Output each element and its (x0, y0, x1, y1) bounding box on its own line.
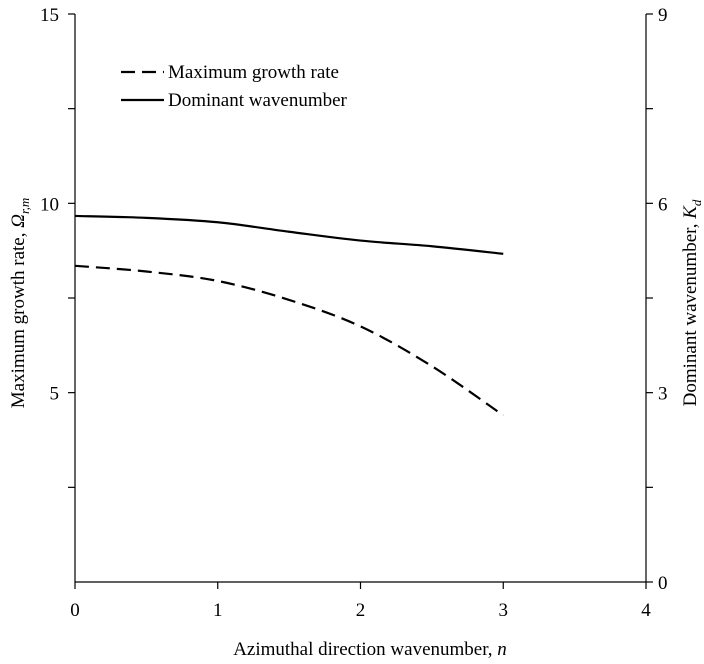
x-tick-label: 4 (641, 600, 651, 621)
x-tick-label: 0 (70, 600, 80, 621)
legend-label-dominant-wavenumber: Dominant wavenumber (168, 90, 348, 111)
x-tick-label: 3 (499, 600, 509, 621)
legend-label-maximum-growth-rate: Maximum growth rate (168, 62, 339, 83)
y-left-tick-label: 5 (50, 384, 60, 405)
y-right-tick-label: 0 (658, 573, 668, 594)
y-right-tick-label: 3 (658, 384, 668, 405)
left-axis-title: Maximum growth rate, Ωr,m (8, 198, 32, 408)
y-right-tick-label: 6 (658, 194, 668, 215)
series-line-dominant-wavenumber (74, 214, 504, 255)
y-left-tick-label: 10 (40, 194, 59, 215)
x-tick-label: 1 (213, 600, 223, 621)
series-layer (74, 214, 504, 417)
y-right-tick-label: 9 (658, 5, 668, 26)
x-axis-title: Azimuthal direction wavenumber, n (233, 639, 507, 660)
legend: Maximum growth rate Dominant wavenumber (121, 62, 348, 111)
x-tick-label: 2 (356, 600, 366, 621)
series-line-maximum-growth-rate (74, 264, 504, 417)
axis-ticks: 0 1 2 3 4 5 10 15 0 3 6 9 (40, 5, 668, 621)
right-axis-title: Dominant wavenumber, Kd (680, 199, 704, 406)
y-left-tick-label: 15 (40, 5, 59, 26)
